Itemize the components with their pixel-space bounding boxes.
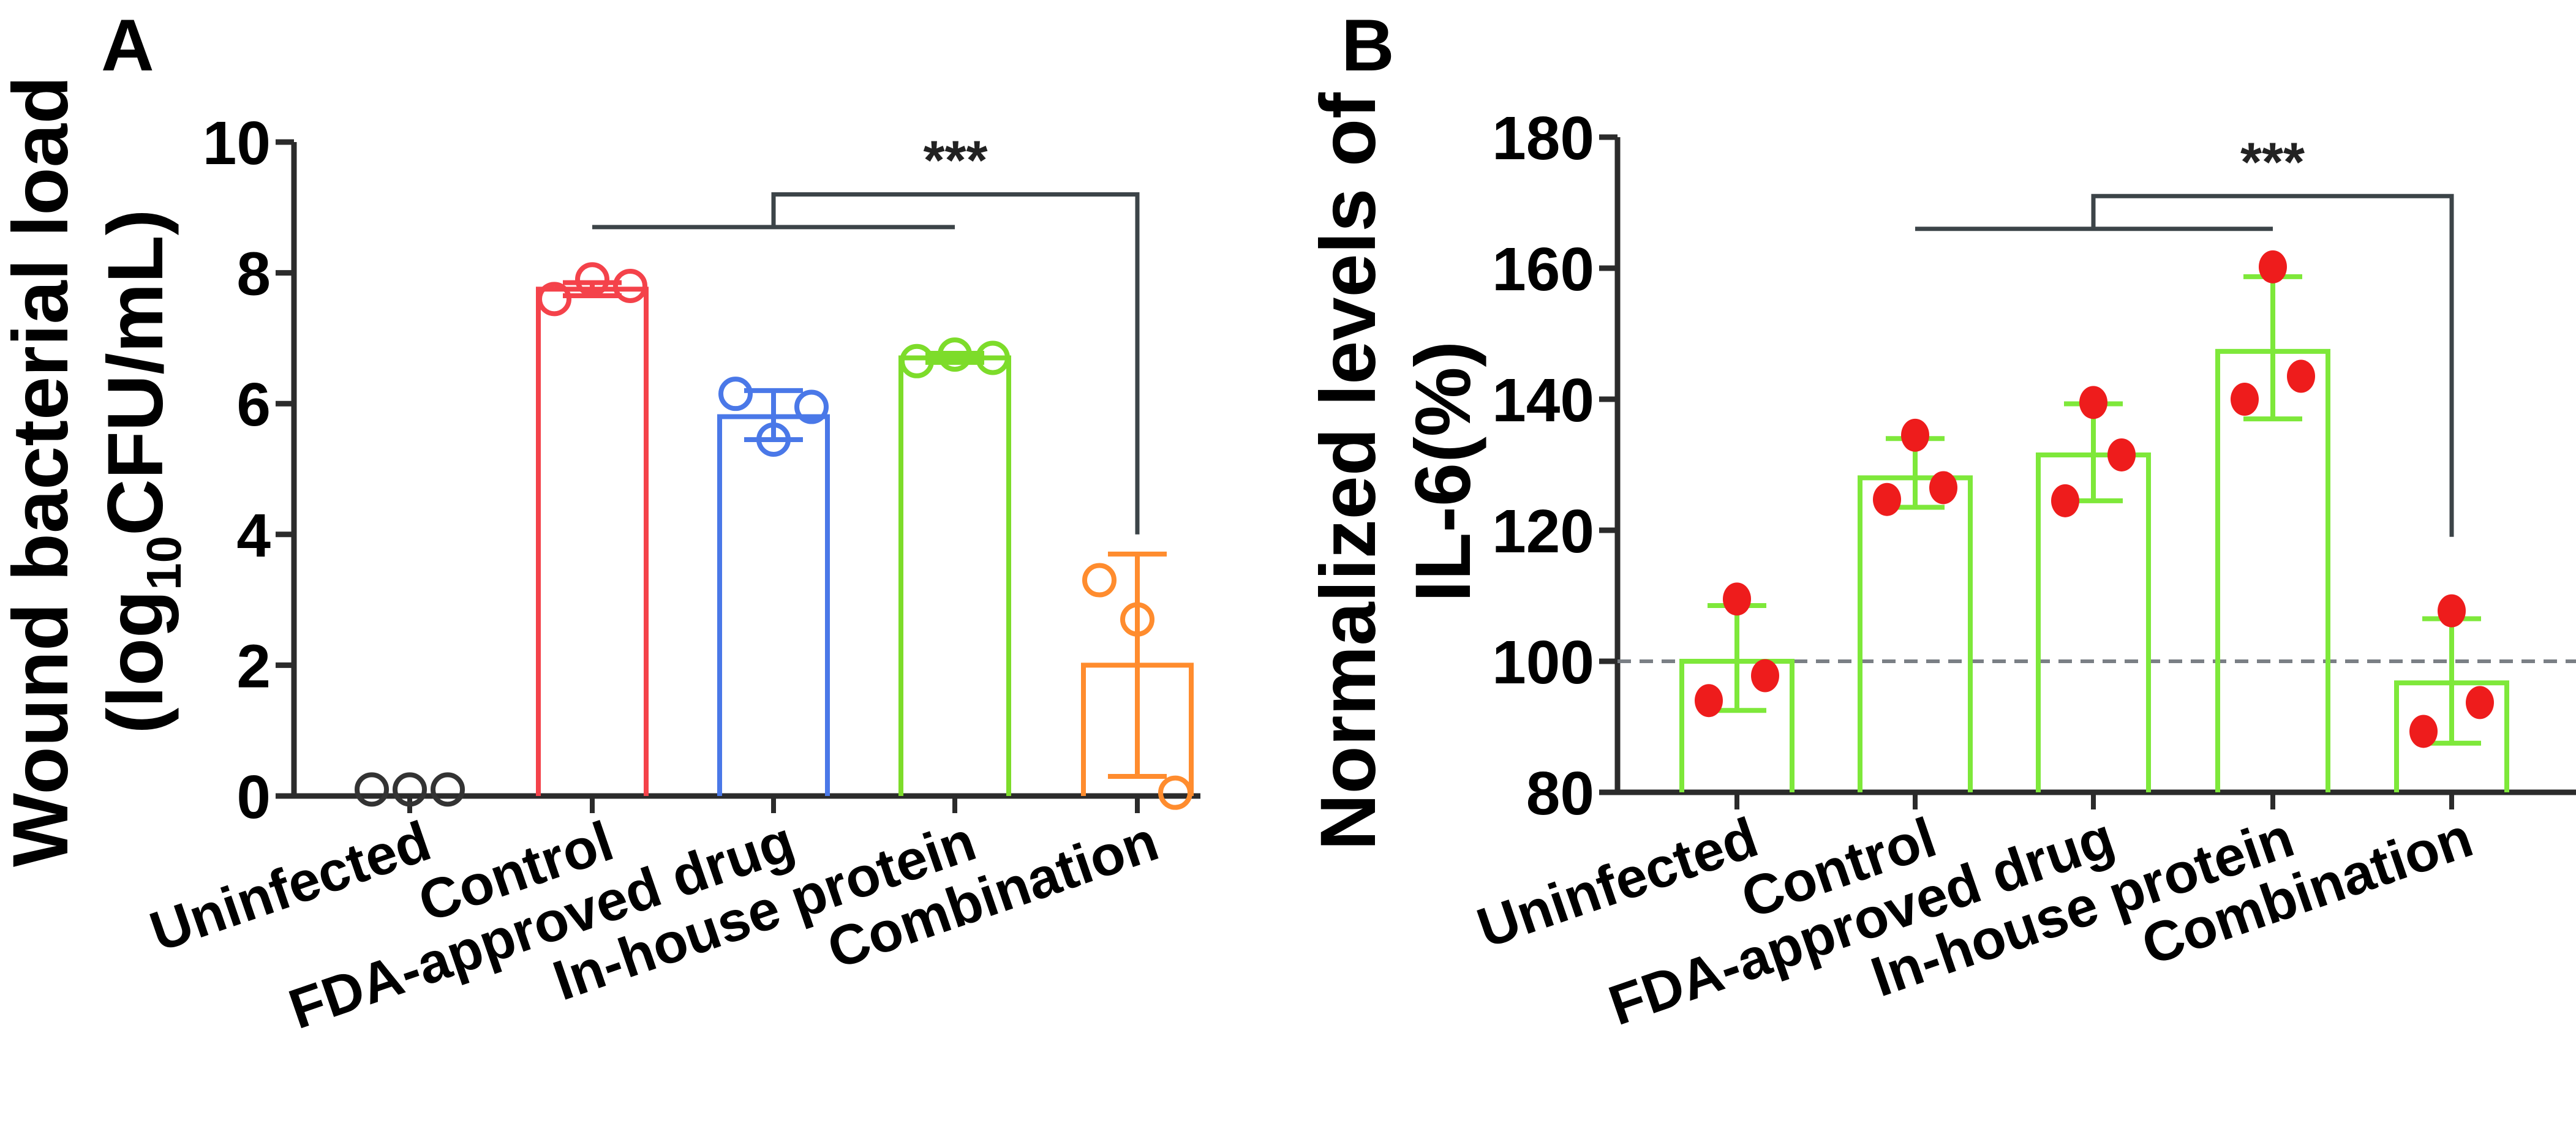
data-point bbox=[355, 772, 389, 807]
y-label-suffix: CFU/mL) bbox=[92, 209, 179, 536]
data-point bbox=[2409, 715, 2438, 748]
data-point bbox=[1120, 602, 1154, 637]
data-point bbox=[1158, 775, 1192, 810]
panel-label-b: B bbox=[1341, 4, 1395, 86]
data-point bbox=[2259, 250, 2287, 283]
data-point bbox=[794, 389, 829, 424]
data-point bbox=[1901, 418, 1929, 452]
data-point bbox=[938, 337, 972, 372]
x-tick-label: Uninfected bbox=[143, 809, 439, 963]
y-tick-label: 120 bbox=[1492, 497, 1594, 566]
y-tick-label: 140 bbox=[1492, 366, 1594, 435]
y-axis-label-a-line2: (log10CFU/mL) bbox=[92, 209, 191, 734]
data-point bbox=[2287, 359, 2315, 393]
y-tick-label: 160 bbox=[1492, 235, 1594, 304]
data-point bbox=[976, 340, 1010, 375]
y-label-prefix: (log bbox=[92, 590, 179, 734]
plot-b: 80100120140160180UninfectedControlFDA-ap… bbox=[1470, 104, 2576, 1037]
significance-bracket bbox=[2091, 193, 2454, 537]
y-tick-label: 180 bbox=[1492, 104, 1594, 173]
significance-stars: *** bbox=[2240, 132, 2305, 193]
data-point bbox=[1082, 563, 1117, 598]
y-tick-label: 100 bbox=[1492, 628, 1594, 697]
data-point bbox=[575, 262, 609, 297]
data-point bbox=[1751, 659, 1779, 693]
data-point bbox=[2466, 686, 2494, 719]
data-point bbox=[1695, 684, 1723, 718]
bar bbox=[898, 355, 1011, 796]
data-point bbox=[613, 268, 647, 303]
y-tick-label: 2 bbox=[236, 632, 271, 700]
y-tick-label: 10 bbox=[203, 109, 271, 178]
data-point bbox=[1873, 482, 1901, 516]
y-axis-label-a-line1: Wound bacterial load bbox=[0, 76, 85, 867]
bar bbox=[1858, 475, 1973, 792]
bar bbox=[717, 414, 830, 796]
data-point bbox=[537, 282, 571, 317]
significance-bracket bbox=[771, 192, 1140, 535]
data-point bbox=[2107, 438, 2136, 471]
y-tick-label: 8 bbox=[236, 240, 271, 309]
y-tick-label: 4 bbox=[236, 501, 271, 570]
data-point bbox=[2438, 594, 2466, 628]
y-tick-label: 6 bbox=[236, 370, 271, 439]
y-tick-label: 0 bbox=[236, 763, 271, 832]
significance-stars: *** bbox=[923, 130, 987, 191]
data-point bbox=[431, 772, 465, 807]
y-tick-label: 80 bbox=[1526, 759, 1594, 828]
bar bbox=[536, 287, 649, 796]
data-point bbox=[900, 344, 934, 378]
y-axis-label-b-line2: IL-6(%) bbox=[1399, 341, 1487, 603]
data-point bbox=[718, 377, 753, 411]
data-point bbox=[1929, 471, 1957, 505]
data-point bbox=[2051, 484, 2079, 517]
data-point bbox=[1723, 582, 1751, 616]
y-axis-label-b-line1: Normalized levels of bbox=[1305, 92, 1392, 850]
data-point bbox=[393, 772, 427, 807]
panel-label-a: A bbox=[101, 4, 154, 86]
data-point bbox=[756, 422, 791, 457]
data-point bbox=[2079, 386, 2107, 419]
y-label-subscript: 10 bbox=[137, 536, 191, 590]
data-point bbox=[2231, 383, 2259, 416]
